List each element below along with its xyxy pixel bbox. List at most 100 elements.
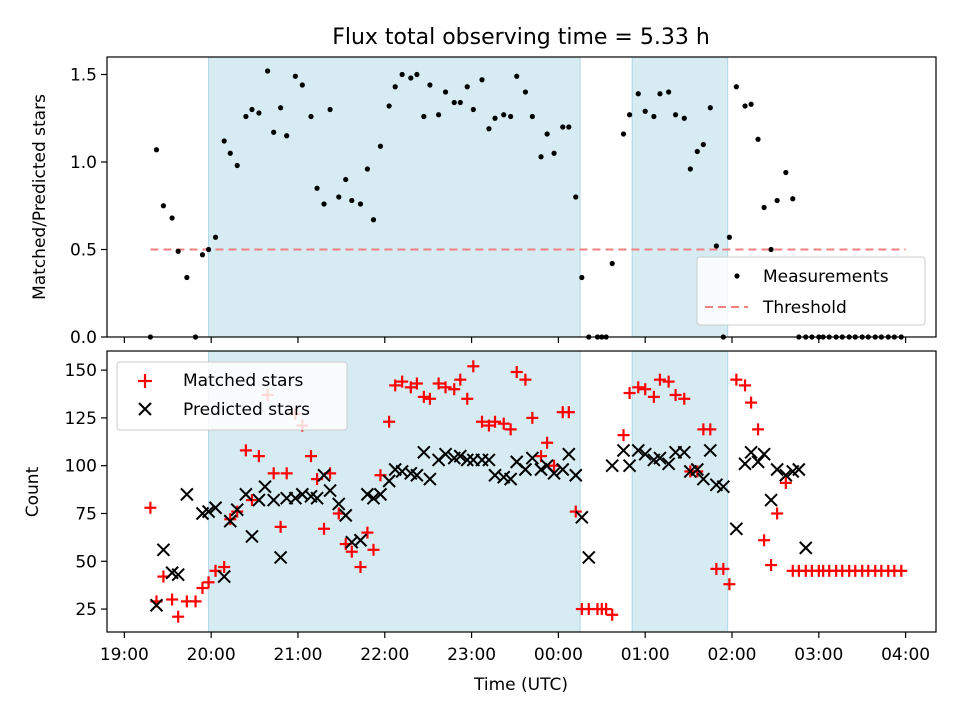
measurement-point xyxy=(713,243,719,249)
matched-star-point xyxy=(218,561,231,574)
matched-star-point xyxy=(704,423,717,436)
matched-star-point xyxy=(267,467,280,480)
matched-star-point xyxy=(562,406,575,419)
matched-star-point xyxy=(730,373,743,386)
chart-title: Flux total observing time = 5.33 h xyxy=(332,25,710,50)
measurement-point xyxy=(370,217,377,223)
predicted-star-point xyxy=(653,451,667,465)
predicted-star-point xyxy=(757,447,771,461)
matched-star-point xyxy=(632,381,645,394)
bottom-x-tick-label: 04:00 xyxy=(881,645,930,665)
predicted-star-point xyxy=(779,468,793,482)
matched-star-point xyxy=(166,593,179,606)
matched-star-point xyxy=(361,526,374,539)
matched-star-point xyxy=(448,383,461,396)
predicted-star-point xyxy=(661,457,676,471)
measurement-point xyxy=(681,115,687,121)
matched-star-point xyxy=(439,381,452,394)
legend-predicted-marker xyxy=(138,402,152,416)
measurement-point xyxy=(160,203,167,209)
measurement-point xyxy=(657,91,663,97)
measurement-point xyxy=(175,248,181,254)
predicted-star-point xyxy=(764,493,778,507)
bottom-y-tick-label: 25 xyxy=(75,600,97,620)
predicted-star-point xyxy=(366,491,381,505)
matched-star-point xyxy=(489,415,502,428)
measurement-point xyxy=(451,99,457,106)
predicted-star-point xyxy=(252,493,266,507)
measurement-point xyxy=(457,99,463,106)
matched-star-point xyxy=(274,520,287,533)
measurement-point xyxy=(153,147,160,153)
matched-star-point xyxy=(678,392,691,405)
measurement-point xyxy=(635,91,641,97)
measurement-point xyxy=(278,105,284,111)
measurement-point xyxy=(292,73,298,79)
measurement-point xyxy=(492,115,498,121)
matched-star-point xyxy=(461,392,474,405)
legend-measurements-marker xyxy=(734,273,740,279)
predicted-star-point xyxy=(266,493,281,507)
matched-star-point xyxy=(423,392,436,405)
predicted-star-point xyxy=(799,541,813,555)
measurement-point xyxy=(442,89,449,95)
measurement-point xyxy=(761,204,767,211)
predicted-star-point xyxy=(482,453,496,467)
bottom-shaded-span xyxy=(631,350,729,633)
measurement-point xyxy=(227,150,233,156)
predicted-star-point xyxy=(339,508,353,523)
matched-star-point xyxy=(497,417,510,430)
measurement-point xyxy=(421,113,427,120)
predicted-star-point xyxy=(547,466,561,481)
top-legend: Measurements Threshold xyxy=(696,256,926,326)
predicted-star-point xyxy=(751,455,765,469)
bottom-x-tick-label: 00:00 xyxy=(534,645,583,665)
matched-star-point xyxy=(662,375,675,388)
predicted-star-point xyxy=(245,529,259,544)
matched-star-point xyxy=(647,390,660,403)
predicted-star-point xyxy=(534,462,548,477)
measurement-point xyxy=(486,126,492,132)
predicted-star-point xyxy=(575,510,589,525)
matched-star-point xyxy=(432,377,445,390)
bottom-x-tick-label: 03:00 xyxy=(794,645,843,665)
matched-star-point xyxy=(723,578,736,591)
bottom-x-tick-label: 22:00 xyxy=(360,645,409,665)
matched-star-point xyxy=(231,505,244,518)
matched-star-point xyxy=(717,562,730,575)
predicted-star-point xyxy=(677,445,691,460)
measurement-point xyxy=(184,274,190,281)
predicted-star-point xyxy=(382,474,396,488)
measurement-point xyxy=(377,143,384,149)
bottom-x-tick-label: 02:00 xyxy=(708,645,757,665)
measurement-point xyxy=(790,196,796,202)
top-panel: 0.0 0.5 1.0 1.5 Matched/Predicted stars Mea… xyxy=(30,56,937,348)
predicted-star-point xyxy=(417,445,431,460)
measurement-point xyxy=(199,252,206,258)
predicted-star-point xyxy=(569,468,583,482)
predicted-star-point xyxy=(716,480,731,494)
top-legend-box xyxy=(696,256,926,326)
predicted-star-point xyxy=(453,449,468,463)
matched-star-point xyxy=(252,450,265,463)
measurement-point xyxy=(783,169,789,176)
measurement-point xyxy=(694,148,700,155)
bottom-y-tick-label: 50 xyxy=(75,552,97,572)
matched-star-point xyxy=(779,476,792,489)
measurement-point xyxy=(560,124,566,130)
matched-star-point xyxy=(367,543,380,556)
measurement-point xyxy=(364,166,371,172)
measurement-point xyxy=(768,246,774,253)
measurement-point xyxy=(243,113,249,120)
matched-star-point xyxy=(239,444,252,457)
measurement-point xyxy=(357,201,364,207)
top-y-tick-label: 0.5 xyxy=(70,241,97,261)
predicted-star-point xyxy=(556,462,570,477)
measurement-point xyxy=(327,106,333,113)
predicted-star-point xyxy=(317,468,331,482)
predicted-star-point xyxy=(360,487,375,502)
measurement-point xyxy=(284,133,290,139)
measurement-point xyxy=(514,73,520,79)
predicted-star-point xyxy=(792,462,806,477)
